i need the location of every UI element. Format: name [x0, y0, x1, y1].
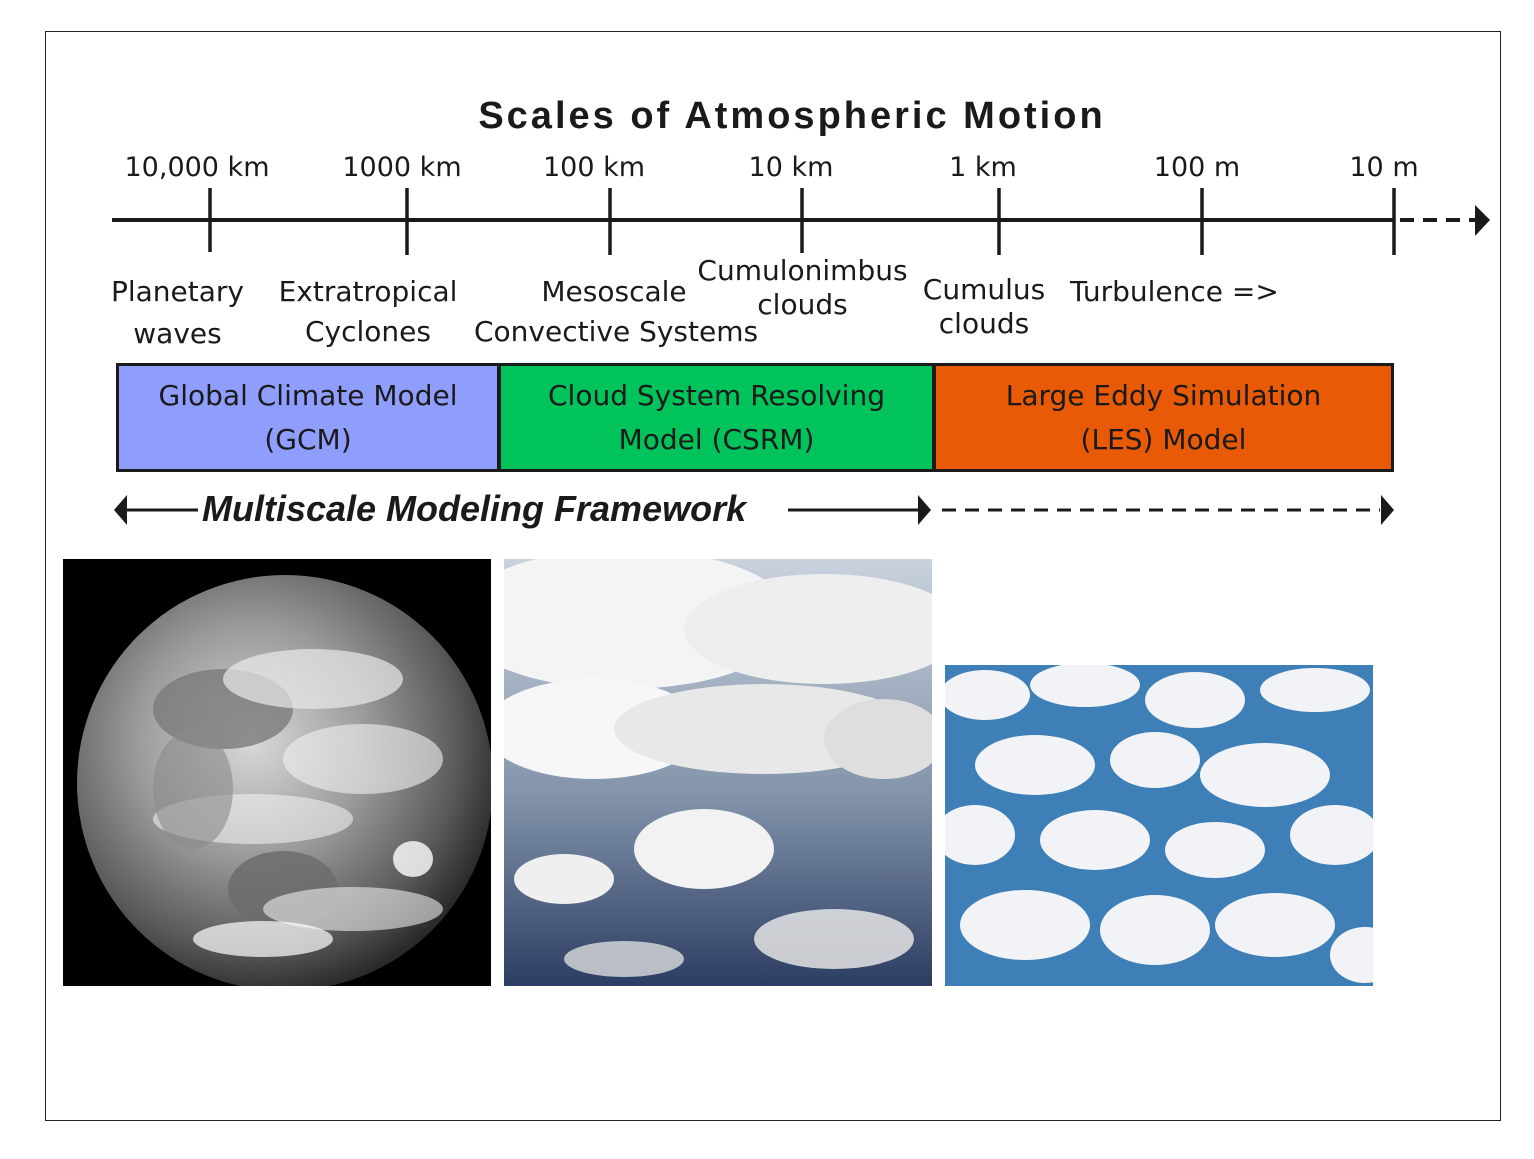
csrm-label-line1: Cloud System Resolving	[548, 378, 885, 412]
phenomenon-line: Extratropical	[278, 275, 458, 308]
csrm-box: Cloud System Resolving Model (CSRM)	[498, 363, 935, 472]
les-label-line1: Large Eddy Simulation	[1005, 378, 1322, 412]
les-box: Large Eddy Simulation (LES) Model	[933, 363, 1394, 472]
cumulus-field-image	[945, 665, 1373, 986]
convective-cloud-system-image	[504, 559, 932, 986]
tick-label-100m: 100 m	[1153, 152, 1241, 183]
phenomenon-line: clouds	[757, 288, 848, 321]
phenomenon-line: Cumulus	[922, 273, 1046, 306]
framework-label: Multiscale Modeling Framework	[202, 488, 747, 529]
figure-title: Scales of Atmospheric Motion	[478, 95, 1106, 137]
les-extension-arrowhead	[1381, 495, 1394, 525]
phenomenon-cumulus-clouds: Cumulus clouds	[920, 273, 1048, 341]
phenomenon-line: Cumulonimbus	[697, 254, 908, 287]
tick-label-10km: 10 km	[748, 152, 834, 183]
phenomenon-line: Mesoscale	[541, 275, 687, 308]
gcm-label-line2: (GCM)	[264, 422, 352, 456]
phenomenon-line: Planetary	[110, 275, 244, 308]
framework-arrowhead-right	[918, 495, 931, 525]
figure-frame	[45, 31, 1501, 1121]
phenomenon-line: clouds	[938, 307, 1030, 340]
axis-arrowhead	[1475, 205, 1490, 236]
tick-label-100km: 100 km	[542, 152, 646, 183]
phenomenon-mesoscale-convective-systems: Mesoscale Convective Systems	[474, 273, 759, 351]
tick-label-10000km: 10,000 km	[124, 152, 270, 183]
phenomenon-line: waves	[133, 317, 222, 350]
tick-label-10m: 10 m	[1349, 152, 1419, 183]
phenomenon-extratropical-cyclones: Extratropical Cyclones	[278, 273, 458, 351]
phenomenon-cumulonimbus-clouds: Cumulonimbus clouds	[695, 254, 910, 322]
phenomenon-line: Convective Systems	[474, 315, 759, 348]
tick-label-1000km: 1000 km	[342, 152, 462, 183]
les-label-line2: (LES) Model	[1080, 422, 1247, 456]
gcm-label-line1: Global Climate Model	[158, 378, 458, 412]
framework-arrowhead-left	[114, 495, 127, 525]
tick-label-1km: 1 km	[949, 152, 1017, 183]
phenomenon-turbulence: Turbulence =>	[1070, 275, 1279, 308]
phenomenon-planetary-waves: Planetary waves	[110, 273, 245, 353]
gcm-box: Global Climate Model (GCM)	[116, 363, 500, 472]
csrm-label-line2: Model (CSRM)	[618, 422, 815, 456]
earth-satellite-image	[63, 559, 491, 986]
phenomenon-line: Cyclones	[305, 315, 431, 348]
